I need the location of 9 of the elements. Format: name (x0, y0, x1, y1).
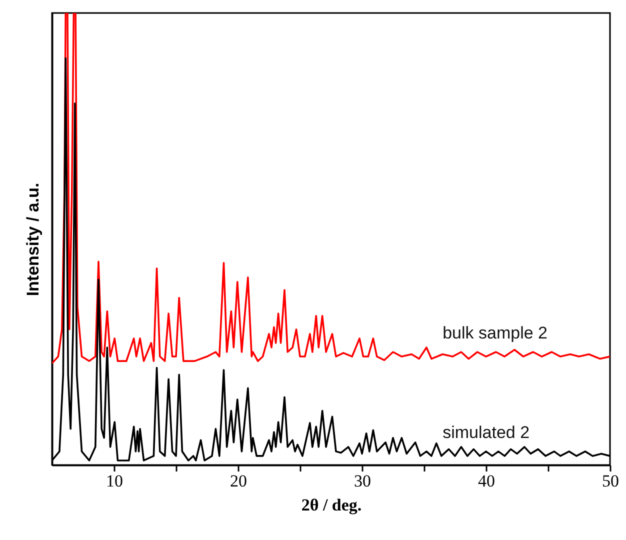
series-label: simulated 2 (442, 422, 530, 442)
x-tick-label: 40 (478, 472, 495, 490)
y-axis-title: Intensity / a.u. (24, 182, 42, 296)
x-tick-label: 50 (602, 472, 619, 490)
x-tick-label: 10 (106, 472, 123, 490)
x-tick-label: 30 (354, 472, 371, 490)
x-tick-label: 20 (230, 472, 247, 490)
series-label: bulk sample 2 (442, 324, 548, 343)
x-axis-title: 2θ / deg. (301, 496, 362, 514)
